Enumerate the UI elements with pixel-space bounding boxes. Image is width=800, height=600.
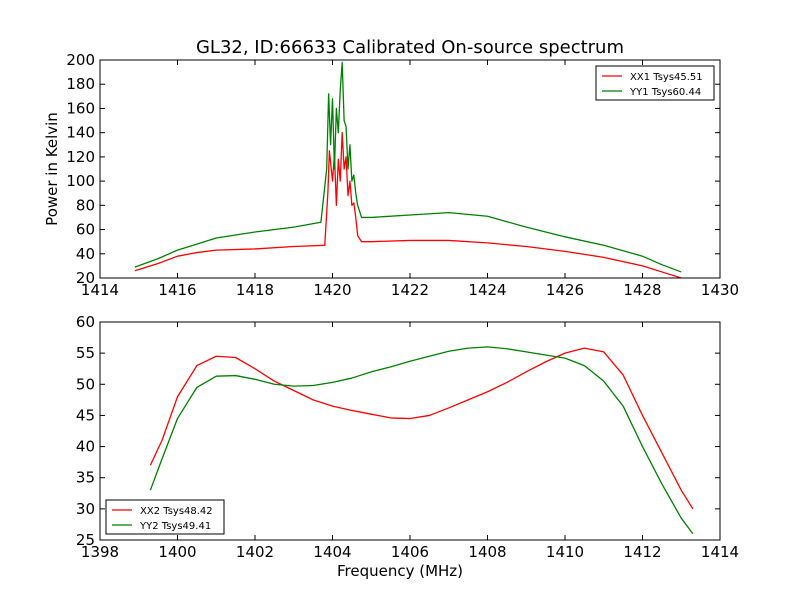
x-tick-label: 1406 xyxy=(391,543,429,561)
x-tick-label: 1416 xyxy=(158,281,196,299)
legend-entry: YY2 Tsys49.41 xyxy=(139,521,211,532)
legend-box xyxy=(105,499,225,535)
y-tick-label: 200 xyxy=(66,51,95,69)
series-line-1-1 xyxy=(149,346,694,535)
y-tick-label: 35 xyxy=(76,469,95,487)
x-tick-label: 1414 xyxy=(701,543,739,561)
y-tick-label: 180 xyxy=(66,75,95,93)
y-tick-label: 80 xyxy=(76,196,95,214)
y-tick-label: 50 xyxy=(76,375,95,393)
x-tick-label: 1414 xyxy=(81,281,119,299)
x-tick-label: 1404 xyxy=(313,543,351,561)
y-tick-label: 140 xyxy=(66,124,95,142)
x-tick-label: 1408 xyxy=(468,543,506,561)
x-tick-label: 1410 xyxy=(546,543,584,561)
legend: XX2 Tsys48.42 YY2 Tsys49.41 xyxy=(105,499,225,535)
y-tick-label: 55 xyxy=(76,344,95,362)
legend-entry: YY1 Tsys60.44 xyxy=(629,87,701,98)
series-line-1-0 xyxy=(149,347,694,510)
y-axis-label: Power in Kelvin xyxy=(43,112,61,226)
x-tick-label: 1398 xyxy=(81,543,119,561)
x-tick-label: 1418 xyxy=(236,281,274,299)
series-line-0-0 xyxy=(134,132,682,279)
x-tick-label: 1430 xyxy=(701,281,739,299)
y-tick-label: 40 xyxy=(76,245,95,263)
y-tick-label: 25 xyxy=(76,531,95,549)
x-axis-label: Frequency (MHz) xyxy=(337,562,463,580)
x-tick-label: 1428 xyxy=(623,281,661,299)
y-tick-label: 30 xyxy=(76,500,95,518)
y-tick-label: 45 xyxy=(76,406,95,424)
x-tick-label: 1412 xyxy=(623,543,661,561)
legend-box xyxy=(595,65,715,101)
top-spectrum-panel: 1414 1416 1418 1420 1422 1424 1426 1428 1430 20 40… xyxy=(43,51,739,299)
legend-entry: XX1 Tsys45.51 xyxy=(630,72,703,83)
series-line-0-1 xyxy=(134,61,682,273)
y-tick-label: 40 xyxy=(76,438,95,456)
y-tick-label: 100 xyxy=(66,172,95,190)
x-tick-label: 1402 xyxy=(236,543,274,561)
y-tick-label: 120 xyxy=(66,148,95,166)
y-tick-label: 60 xyxy=(76,221,95,239)
y-tick-label: 20 xyxy=(76,269,95,287)
legend-entry: XX2 Tsys48.42 xyxy=(140,506,213,517)
x-tick-label: 1420 xyxy=(313,281,351,299)
chart-title: GL32, ID:66633 Calibrated On-source spec… xyxy=(196,37,624,58)
x-tick-label: 1422 xyxy=(391,281,429,299)
y-tick-label: 160 xyxy=(66,99,95,117)
bottom-spectrum-panel: 1398 1400 1402 1404 1406 1408 1410 1412 1414 25 30… xyxy=(76,313,739,580)
x-tick-label: 1400 xyxy=(158,543,196,561)
legend: XX1 Tsys45.51 YY1 Tsys60.44 xyxy=(595,65,715,101)
x-tick-label: 1424 xyxy=(468,281,506,299)
y-tick-label: 60 xyxy=(76,313,95,331)
x-tick-label: 1426 xyxy=(546,281,584,299)
